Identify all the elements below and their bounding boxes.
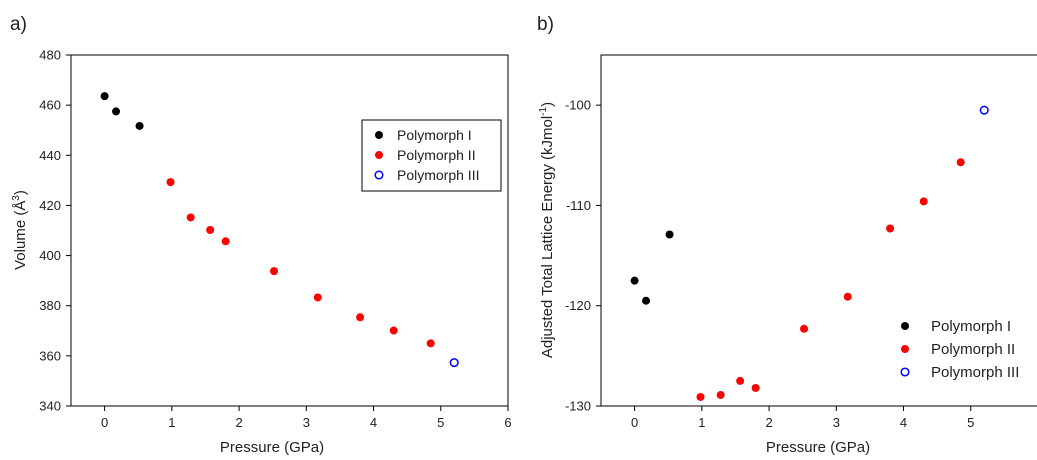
y-tick-label-a-340: 340 xyxy=(39,399,61,414)
x-tick-label-b-4: 4 xyxy=(900,415,907,430)
panel-label-a: a) xyxy=(10,14,27,35)
y-tick-label-a-460: 460 xyxy=(39,98,61,113)
ticks-b: 0 1 2 3 4 5 -130 -120 -110 -100 xyxy=(565,98,974,430)
x-axis-label-a: Pressure (GPa) xyxy=(220,439,324,456)
data-point-a-polymorph-ii-5 xyxy=(313,293,322,302)
x-tick-label-b-3: 3 xyxy=(833,415,840,430)
ticks-a: 0 1 2 3 4 5 6 340 360 380 400 420 440 460 480 xyxy=(39,48,511,431)
legend-label-a-polymorph-i: Polymorph I xyxy=(397,127,472,143)
x-tick-label-a-2: 2 xyxy=(235,415,242,430)
x-tick-label-a-4: 4 xyxy=(370,415,377,430)
data-point-b-polymorph-i-2 xyxy=(665,230,674,239)
y-tick-label-a-480: 480 xyxy=(39,48,61,63)
data-point-a-polymorph-ii-8 xyxy=(426,339,435,348)
points-a xyxy=(100,92,459,368)
x-axis-label-b: Pressure (GPa) xyxy=(766,439,870,456)
data-point-b-polymorph-ii-1 xyxy=(716,390,725,399)
legend-marker-a-polymorph-i xyxy=(375,131,383,139)
y-tick-label-b--110: -110 xyxy=(566,198,591,213)
legend-label-b-polymorph-iii: Polymorph III xyxy=(931,364,1019,381)
data-point-b-polymorph-ii-4 xyxy=(800,324,809,333)
data-point-a-polymorph-ii-2 xyxy=(206,225,215,234)
y-tick-label-a-380: 380 xyxy=(39,298,61,313)
y-tick-label-b--100: -100 xyxy=(565,98,591,113)
legend-marker-a-polymorph-ii xyxy=(375,151,383,159)
legend-box-a xyxy=(361,119,502,192)
data-point-a-polymorph-i-0 xyxy=(100,92,109,101)
y-tick-label-a-400: 400 xyxy=(39,248,61,263)
plot-frame-b xyxy=(600,54,1037,407)
data-point-b-polymorph-ii-3 xyxy=(751,383,760,392)
data-point-a-polymorph-ii-3 xyxy=(221,237,230,246)
chart-panel-b: b) Pressure (GPa) Adjusted Total Lattice… xyxy=(537,14,1037,456)
x-tick-label-a-0: 0 xyxy=(101,415,108,430)
x-tick-label-b-1: 1 xyxy=(698,415,705,430)
data-point-b-polymorph-i-1 xyxy=(642,296,651,305)
y-axis-label-a-end: ) xyxy=(12,190,29,195)
x-tick-label-a-3: 3 xyxy=(303,415,310,430)
legend-marker-b-polymorph-iii xyxy=(900,367,910,377)
y-tick-label-b--130: -130 xyxy=(565,399,591,414)
data-point-a-polymorph-ii-7 xyxy=(389,326,398,335)
legend-marker-b-polymorph-ii xyxy=(901,345,909,353)
chart-panel-a: a) Pressure (GPa) Volume (Å3) 0 1 2 3 4 5 6340… xyxy=(10,14,512,456)
data-point-a-polymorph-iii-0 xyxy=(449,358,459,368)
data-point-b-polymorph-ii-6 xyxy=(886,224,895,233)
legend-label-a-polymorph-ii: Polymorph II xyxy=(397,147,476,163)
data-point-b-polymorph-ii-7 xyxy=(919,197,928,206)
x-tick-label-b-5: 5 xyxy=(967,415,974,430)
y-axis-label-b: Adjusted Total Lattice Energy (kJmol-1) xyxy=(538,102,556,358)
legend-label-a-polymorph-iii: Polymorph III xyxy=(397,167,479,183)
y-axis-label-b-main: Adjusted Total Lattice Energy (kJmol xyxy=(539,116,556,358)
legend-b: Polymorph I Polymorph II Polymorph III xyxy=(900,318,1019,381)
data-point-b-polymorph-i-0 xyxy=(630,276,639,285)
y-axis-label-b-end: ) xyxy=(539,102,556,107)
legend-label-b-polymorph-i: Polymorph I xyxy=(931,318,1011,335)
data-point-a-polymorph-ii-0 xyxy=(166,178,175,187)
legend-marker-b-polymorph-i xyxy=(901,322,909,330)
x-tick-label-b-2: 2 xyxy=(765,415,772,430)
panel-label-b: b) xyxy=(537,14,554,35)
y-tick-label-a-360: 360 xyxy=(39,348,61,363)
y-tick-label-a-420: 420 xyxy=(39,198,61,213)
x-tick-label-b-0: 0 xyxy=(631,415,638,430)
data-point-a-polymorph-ii-1 xyxy=(186,213,195,222)
data-point-a-polymorph-ii-4 xyxy=(270,267,279,276)
plot-frame-a xyxy=(70,54,509,407)
y-axis-label-a: Volume (Å3) xyxy=(11,190,29,270)
data-point-b-polymorph-ii-5 xyxy=(843,292,852,301)
y-tick-label-b--120: -120 xyxy=(565,298,591,313)
data-point-b-polymorph-ii-8 xyxy=(956,158,965,167)
data-point-a-polymorph-i-1 xyxy=(112,107,121,116)
legend-marker-a-polymorph-iii xyxy=(374,170,384,180)
data-point-a-polymorph-ii-6 xyxy=(356,313,365,322)
y-axis-label-a-sup: 3 xyxy=(11,195,22,201)
y-tick-label-a-440: 440 xyxy=(39,148,61,163)
data-point-b-polymorph-ii-2 xyxy=(736,376,745,385)
x-tick-label-a-1: 1 xyxy=(168,415,175,430)
data-point-a-polymorph-i-2 xyxy=(135,121,144,130)
legend-a: Polymorph I Polymorph II Polymorph III xyxy=(361,119,502,192)
points-b xyxy=(630,105,989,401)
data-point-b-polymorph-ii-0 xyxy=(696,392,705,401)
x-tick-label-a-6: 6 xyxy=(504,415,511,430)
legend-label-b-polymorph-ii: Polymorph II xyxy=(931,341,1015,358)
y-axis-label-a-main: Volume (Å xyxy=(12,201,29,270)
x-tick-label-a-5: 5 xyxy=(437,415,444,430)
data-point-b-polymorph-iii-0 xyxy=(979,105,989,115)
y-axis-label-b-sup: -1 xyxy=(538,106,549,115)
